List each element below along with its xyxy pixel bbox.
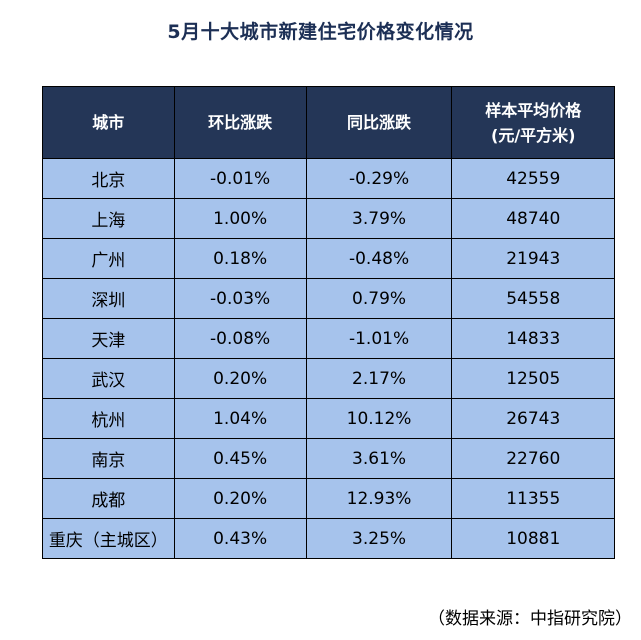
cell-yoy: -0.48% — [305, 238, 453, 279]
cell-yoy: 2.17% — [305, 358, 453, 399]
cell-price: 12505 — [451, 358, 615, 399]
cell-price: 48740 — [451, 198, 615, 239]
cell-city: 武汉 — [42, 358, 175, 399]
cell-yoy: 0.79% — [305, 278, 453, 319]
cell-mom: 0.18% — [173, 238, 307, 279]
cell-mom: -0.03% — [173, 278, 307, 319]
cell-mom: 1.00% — [173, 198, 307, 239]
cell-yoy: 3.25% — [305, 518, 453, 559]
cell-price: 11355 — [451, 478, 615, 519]
header-price: 样本平均价格 (元/平方米) — [451, 86, 615, 159]
cell-yoy: 3.61% — [305, 438, 453, 479]
page-title: 5月十大城市新建住宅价格变化情况 — [167, 21, 474, 43]
cell-yoy: 12.93% — [305, 478, 453, 519]
table-row: 天津 -0.08% -1.01% 14833 — [42, 318, 615, 359]
data-source-note: （数据来源：中指研究院） — [428, 609, 632, 629]
cell-yoy: 10.12% — [305, 398, 453, 439]
cell-yoy: 3.79% — [305, 198, 453, 239]
cell-price: 22760 — [451, 438, 615, 479]
table-row: 武汉 0.20% 2.17% 12505 — [42, 358, 615, 399]
table-row: 北京 -0.01% -0.29% 42559 — [42, 158, 615, 199]
cell-city: 深圳 — [42, 278, 175, 319]
header-city: 城市 — [42, 86, 175, 159]
header-yoy: 同比涨跌 — [305, 86, 453, 159]
table-row: 重庆（主城区） 0.43% 3.25% 10881 — [42, 518, 615, 559]
header-price-line2: (元/平方米) — [491, 125, 576, 145]
cell-city: 上海 — [42, 198, 175, 239]
cell-price: 54558 — [451, 278, 615, 319]
header-mom: 环比涨跌 — [173, 86, 307, 159]
cell-price: 42559 — [451, 158, 615, 199]
cell-city: 重庆（主城区） — [42, 518, 175, 559]
cell-mom: 1.04% — [173, 398, 307, 439]
cell-city: 南京 — [42, 438, 175, 479]
cell-mom: -0.08% — [173, 318, 307, 359]
header-row: 城市 环比涨跌 同比涨跌 样本平均价格 (元/平方米) — [42, 86, 615, 159]
cell-city: 成都 — [42, 478, 175, 519]
cell-price: 26743 — [451, 398, 615, 439]
cell-city: 广州 — [42, 238, 175, 279]
cell-price: 21943 — [451, 238, 615, 279]
cell-price: 10881 — [451, 518, 615, 559]
cell-mom: 0.20% — [173, 478, 307, 519]
table-row: 上海 1.00% 3.79% 48740 — [42, 198, 615, 239]
cell-city: 杭州 — [42, 398, 175, 439]
price-table: 城市 环比涨跌 同比涨跌 样本平均价格 (元/平方米) 北京 -0.01% -0… — [42, 86, 615, 559]
cell-price: 14833 — [451, 318, 615, 359]
table-row: 成都 0.20% 12.93% 11355 — [42, 478, 615, 519]
cell-city: 北京 — [42, 158, 175, 199]
header-price-line1: 样本平均价格 — [485, 100, 582, 120]
cell-mom: -0.01% — [173, 158, 307, 199]
cell-city: 天津 — [42, 318, 175, 359]
table-row: 深圳 -0.03% 0.79% 54558 — [42, 278, 615, 319]
table-row: 杭州 1.04% 10.12% 26743 — [42, 398, 615, 439]
cell-yoy: -1.01% — [305, 318, 453, 359]
table-row: 南京 0.45% 3.61% 22760 — [42, 438, 615, 479]
cell-mom: 0.20% — [173, 358, 307, 399]
cell-mom: 0.43% — [173, 518, 307, 559]
cell-yoy: -0.29% — [305, 158, 453, 199]
cell-mom: 0.45% — [173, 438, 307, 479]
table-row: 广州 0.18% -0.48% 21943 — [42, 238, 615, 279]
